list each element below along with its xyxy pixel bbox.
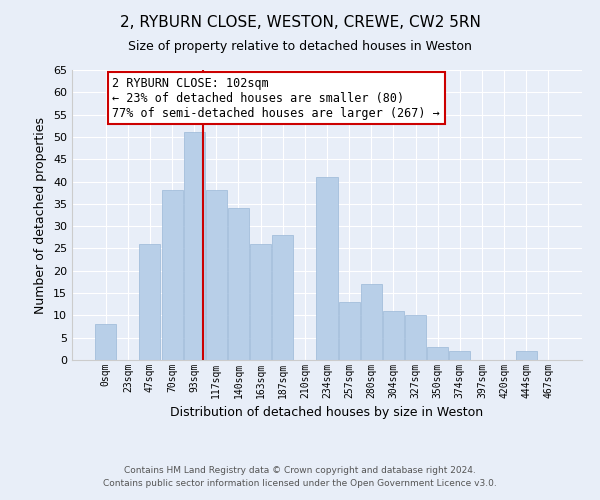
Bar [250,244,271,360]
Y-axis label: Number of detached properties: Number of detached properties [34,116,47,314]
Bar [95,324,116,360]
Bar [228,208,249,360]
Bar [272,235,293,360]
Text: Size of property relative to detached houses in Weston: Size of property relative to detached ho… [128,40,472,53]
Bar [139,244,160,360]
Bar [405,316,426,360]
Bar [161,190,182,360]
Bar [383,311,404,360]
Bar [427,346,448,360]
Bar [515,351,536,360]
Bar [449,351,470,360]
Text: Contains HM Land Registry data © Crown copyright and database right 2024.
Contai: Contains HM Land Registry data © Crown c… [103,466,497,487]
Bar [184,132,205,360]
Bar [316,177,338,360]
Bar [361,284,382,360]
X-axis label: Distribution of detached houses by size in Weston: Distribution of detached houses by size … [170,406,484,420]
Bar [338,302,359,360]
Bar [206,190,227,360]
Text: 2, RYBURN CLOSE, WESTON, CREWE, CW2 5RN: 2, RYBURN CLOSE, WESTON, CREWE, CW2 5RN [119,15,481,30]
Text: 2 RYBURN CLOSE: 102sqm
← 23% of detached houses are smaller (80)
77% of semi-det: 2 RYBURN CLOSE: 102sqm ← 23% of detached… [112,76,440,120]
